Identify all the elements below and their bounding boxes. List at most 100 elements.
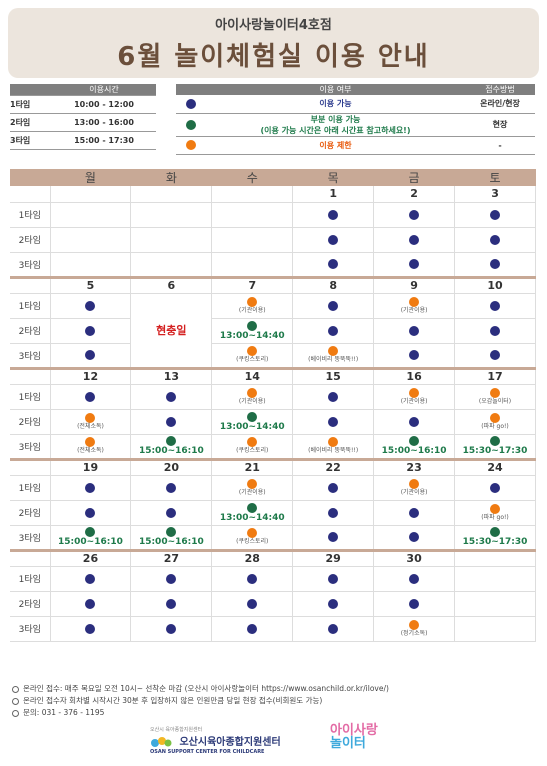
slot-row: 2타임 [10,591,536,617]
blue-dot-icon [166,598,177,609]
slot-cell [292,500,375,526]
slot-cell: (정기소독) [373,616,456,642]
date-cell: 13 [130,366,213,385]
slot-cell [454,202,536,228]
slot-cell [373,343,456,369]
slot-row-label: 1타임 [10,202,51,228]
slot-cell [292,384,375,410]
slot-cell [130,566,213,592]
slot-cell: 13:00~14:40 [211,500,294,526]
orange-dot-icon [409,296,420,307]
date-cell: 3 [454,186,536,203]
slot-row: 3타임 15:00~16:10 15:00~16:10 (쿠킹스토리) 15:30~17… [10,525,536,551]
legend-header-method: 접수방법 [465,84,535,95]
blue-dot-icon [490,259,501,269]
slot-row-label: 2타임 [10,591,51,617]
footer-text: 문의: 031 - 376 - 1195 [23,708,105,717]
legend-status-text: 이용 가능 [206,95,465,114]
date-cell: 16 [373,366,456,385]
blue-dot-icon [85,598,96,609]
slot-cell [49,293,132,319]
slot-cell [292,227,375,253]
slot-cell: (기관이용) [211,384,294,410]
slot-note: (쿠킹스토리) [236,538,269,545]
blue-dot-icon [328,416,339,427]
slot-cell [49,318,132,344]
slot-cell [373,202,456,228]
slot-row: 1타임 현충일 (기관이용) (기관이용) [10,293,536,369]
date-row: 12 13 14 15 16 17 [10,366,536,385]
legend-status-text: 부분 이용 가능 (이용 가능 시간은 아래 시간표 참고하세요!) [206,113,465,137]
slot-row: 2타임 [10,227,536,253]
slot-cell [49,500,132,526]
footer-line: 문의: 031 - 376 - 1195 [12,707,389,719]
slot-cell [454,566,536,592]
weekday-header: 수 [211,169,293,186]
blue-dot-icon [328,391,339,402]
blue-dot-icon [490,482,501,493]
slot-cell [373,591,456,617]
slot-cell: (기관이용) [373,293,456,319]
slot-cell [292,616,375,642]
blue-dot-icon [166,573,177,584]
orange-dot-icon [247,387,258,398]
footer-line: 온라인 접수자 회차별 시작시간 30분 후 입장하지 않은 인원만큼 당일 현… [12,695,389,707]
blue-dot-icon [166,482,177,493]
blue-dot-icon [409,532,420,542]
blue-dot-icon [328,209,339,220]
blue-dot-icon [166,391,177,402]
date-cell: 15 [292,366,375,385]
orange-dot-icon [328,437,339,447]
slot-note: (베이비리 뚱뚝뚝!!) [308,356,359,363]
blue-dot-icon [166,416,177,427]
slot-row-label: 1타임 [10,293,51,319]
slot-cell [49,202,132,228]
slot-cell [373,318,456,344]
slot-cell [130,500,213,526]
green-dot-icon [490,436,501,446]
blue-dot-icon [409,416,420,427]
org-name: 오산시육아종합지원센터 [179,737,281,748]
date-cell: 30 [373,548,456,567]
blue-dot-icon [247,573,258,584]
blue-dot-icon [328,234,339,245]
time-slot-range: 15:00 - 17:30 [52,131,156,150]
date-row: 19 20 21 22 23 24 [10,457,536,476]
slot-row-label: 1타임 [10,475,51,501]
slot-cell [373,409,456,435]
slot-cell: 15:00~16:10 [49,525,132,551]
slot-note: (기관이용) [400,397,428,405]
time-table: 이용시간 1타임 10:00 - 12:00 2타임 13:00 - 16:00 3타임… [10,84,156,150]
slot-cell [292,252,375,278]
brand-line2: 놀이터 [330,736,366,751]
footer-text: 온라인 접수: 매주 목요일 오전 10시~ 선착순 마감 (오산시 아이사랑놀… [23,684,389,693]
slot-cell: (전체소독) [49,434,132,460]
available-time: 15:00~16:10 [138,537,204,547]
date-cell: 23 [373,457,456,476]
slot-row: 2타임 (전체소독) 13:00~14:40 (파파 go!) [10,409,536,435]
date-row: 5 6 7 8 9 10 [10,275,536,294]
blue-dot-icon [85,507,96,518]
time-table-header: 이용시간 [52,84,156,96]
orange-dot-icon [186,140,196,150]
circle-bullet-icon [12,685,19,693]
available-time: 13:00~14:40 [219,512,285,523]
orange-dot-icon [409,619,420,630]
orange-dot-icon [490,412,501,423]
slot-cell [130,384,213,410]
calendar-corner [10,169,50,186]
blue-dot-icon [328,300,339,311]
slot-cell [292,475,375,501]
slot-cell: 15:00~16:10 [130,434,213,460]
orange-dot-icon [409,478,420,489]
org-logo: 오산시 육아종합지원센터 오산시육아종합지원센터 OSAN SUPPORT CE… [150,726,281,755]
slot-row: 3타임 [10,252,536,278]
slot-note: (기관이용) [238,488,266,496]
slot-cell: (쿠킹스토리) [211,525,294,551]
slot-row-label: 3타임 [10,252,51,278]
slot-cell: 15:30~17:30 [454,434,536,460]
orange-dot-icon [490,503,501,514]
slot-row-label: 1타임 [10,384,51,410]
slot-cell: (파파 go!) [454,409,536,435]
